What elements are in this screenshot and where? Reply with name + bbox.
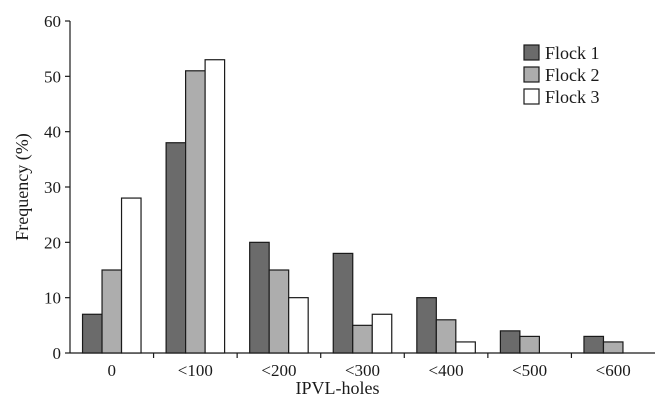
x-tick-label: <100	[178, 361, 213, 380]
bar-flock-2-5	[519, 335, 540, 354]
x-tick-label: <200	[261, 361, 296, 380]
bar-flock-1-2	[249, 241, 270, 354]
y-axis-label: Frequency (%)	[12, 133, 33, 240]
bar-flock-1-5	[499, 330, 521, 354]
bar-flock-1-4	[416, 297, 437, 354]
legend-swatch-flock-3	[523, 88, 540, 105]
x-tick-label: <300	[345, 361, 380, 380]
bars	[81, 59, 624, 354]
y-tick-label: 40	[44, 123, 61, 142]
y-ticks: 0 10 20 30 40 50 60	[44, 12, 70, 363]
bar-flock-1-6	[583, 335, 605, 354]
y-tick-label: 60	[44, 12, 61, 31]
bar-flock-2-1	[185, 70, 206, 354]
bar-flock-3-4	[455, 341, 476, 354]
bar-flock-3-2	[288, 297, 309, 354]
bar-flock-1-1	[165, 142, 187, 354]
x-tick-label: <500	[512, 361, 547, 380]
legend-label: Flock 3	[545, 87, 600, 107]
legend-label: Flock 1	[545, 43, 600, 63]
y-tick-label: 30	[44, 178, 61, 197]
legend-label: Flock 2	[545, 65, 600, 85]
bar-flock-2-6	[602, 341, 624, 354]
x-tick-label: <400	[429, 361, 464, 380]
bar-flock-3-0	[120, 197, 142, 354]
y-tick-label: 20	[44, 233, 61, 252]
bar-flock-3-3	[371, 313, 393, 354]
bar-flock-1-3	[332, 252, 354, 354]
x-axis-label: IPVL-holes	[296, 378, 380, 398]
bar-flock-2-0	[101, 269, 123, 354]
bar-flock-1-0	[81, 313, 103, 354]
y-tick-label: 50	[44, 67, 61, 86]
x-tick-label: 0	[108, 361, 117, 380]
bar-flock-2-4	[435, 319, 457, 354]
bar-flock-2-2	[268, 269, 290, 354]
bar-flock-2-3	[352, 324, 373, 354]
bar-flock-3-1	[204, 59, 226, 354]
legend-swatch-flock-2	[523, 66, 540, 83]
y-tick-label: 10	[44, 289, 61, 308]
x-tick-label: <600	[596, 361, 631, 380]
legend-swatch-flock-1	[523, 44, 540, 61]
y-tick-label: 0	[53, 344, 62, 363]
x-ticks: 0 <100 <200 <300 <400 <500 <600	[108, 353, 631, 380]
